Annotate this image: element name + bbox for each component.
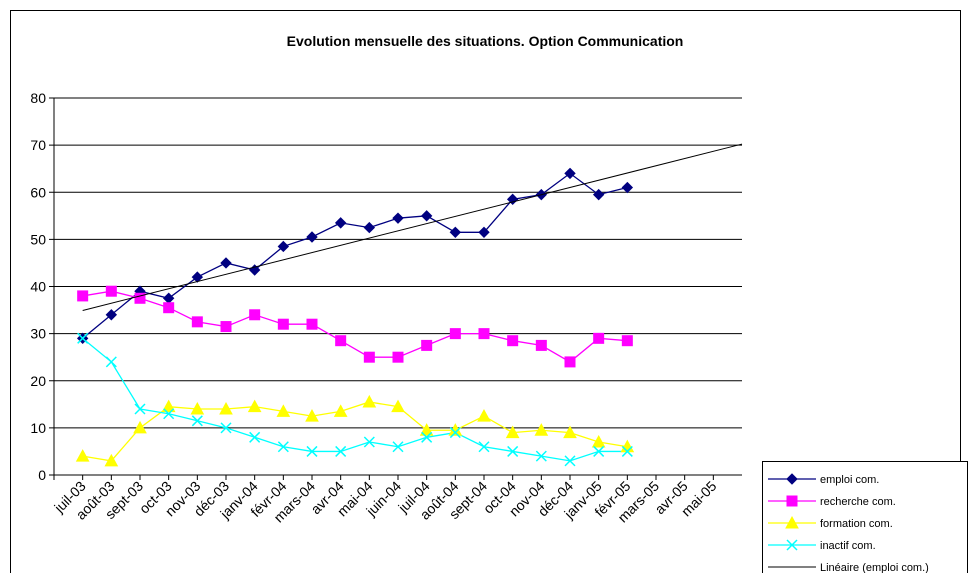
marker [220, 321, 232, 333]
marker [786, 539, 798, 551]
marker [392, 351, 404, 363]
marker [191, 316, 203, 328]
marker [449, 328, 461, 340]
series-line [82, 401, 628, 462]
marker [276, 404, 291, 417]
marker [478, 226, 490, 239]
marker [220, 257, 232, 269]
marker [161, 399, 176, 413]
series-line [82, 337, 628, 462]
marker [334, 217, 347, 229]
marker [535, 339, 547, 351]
marker [363, 221, 376, 234]
marker [306, 445, 318, 457]
legend-label: inactif com. [820, 540, 876, 552]
marker [507, 335, 519, 347]
marker [277, 441, 289, 453]
marker [391, 399, 405, 413]
marker [421, 431, 433, 443]
marker [449, 427, 461, 439]
marker [75, 449, 90, 462]
marker [105, 309, 118, 321]
marker [105, 285, 117, 297]
y-tick-label: 30 [30, 326, 46, 342]
marker [563, 425, 577, 439]
y-tick-label: 40 [30, 279, 46, 295]
marker [249, 309, 261, 321]
marker [420, 210, 433, 222]
marker [478, 441, 490, 453]
marker [477, 409, 491, 422]
marker [247, 399, 262, 413]
marker [785, 515, 799, 529]
marker [593, 332, 605, 344]
marker [277, 240, 290, 253]
chart-title: Evolution mensuelle des situations. Opti… [287, 33, 684, 49]
legend-label: recherche com. [820, 496, 896, 508]
marker [190, 401, 205, 415]
marker [392, 441, 404, 453]
marker [786, 495, 798, 507]
y-tick-label: 70 [30, 137, 46, 153]
marker [306, 318, 318, 330]
marker [478, 328, 490, 340]
marker [621, 181, 634, 194]
marker [564, 356, 576, 368]
marker [786, 473, 798, 485]
marker [564, 167, 576, 180]
marker [591, 434, 606, 448]
marker [191, 271, 204, 283]
marker [621, 445, 633, 457]
marker [449, 226, 462, 239]
marker [104, 453, 119, 467]
marker [305, 409, 319, 422]
marker [593, 445, 605, 457]
marker [163, 408, 175, 420]
marker [363, 351, 375, 363]
marker [134, 403, 146, 415]
marker [363, 436, 375, 448]
marker [564, 455, 576, 467]
marker [507, 445, 519, 457]
y-tick-label: 80 [30, 90, 46, 106]
marker [534, 423, 549, 436]
legend-label: formation com. [820, 518, 893, 530]
marker [163, 302, 175, 314]
marker [333, 404, 348, 417]
marker [219, 401, 233, 415]
marker [505, 425, 520, 439]
marker [191, 415, 203, 427]
y-tick-label: 60 [30, 184, 46, 200]
marker [134, 292, 146, 304]
trend-line [82, 143, 743, 311]
marker [535, 450, 547, 462]
y-tick-label: 0 [38, 467, 46, 483]
marker [419, 423, 434, 436]
y-tick-label: 10 [30, 420, 46, 436]
marker [421, 339, 433, 351]
marker [77, 332, 89, 344]
marker [220, 422, 232, 434]
marker [77, 290, 89, 302]
marker [277, 318, 289, 330]
y-tick-label: 20 [30, 373, 46, 389]
marker [306, 231, 318, 243]
marker [335, 335, 347, 347]
marker [105, 356, 117, 368]
marker [335, 445, 347, 457]
marker [392, 212, 404, 224]
marker [362, 394, 377, 408]
marker [249, 431, 261, 443]
legend-label: Linéaire (emploi com.) [820, 562, 929, 573]
marker [592, 188, 605, 201]
y-tick-label: 50 [30, 231, 46, 247]
marker [133, 420, 147, 434]
legend-label: emploi com. [820, 474, 879, 486]
marker [621, 335, 633, 347]
